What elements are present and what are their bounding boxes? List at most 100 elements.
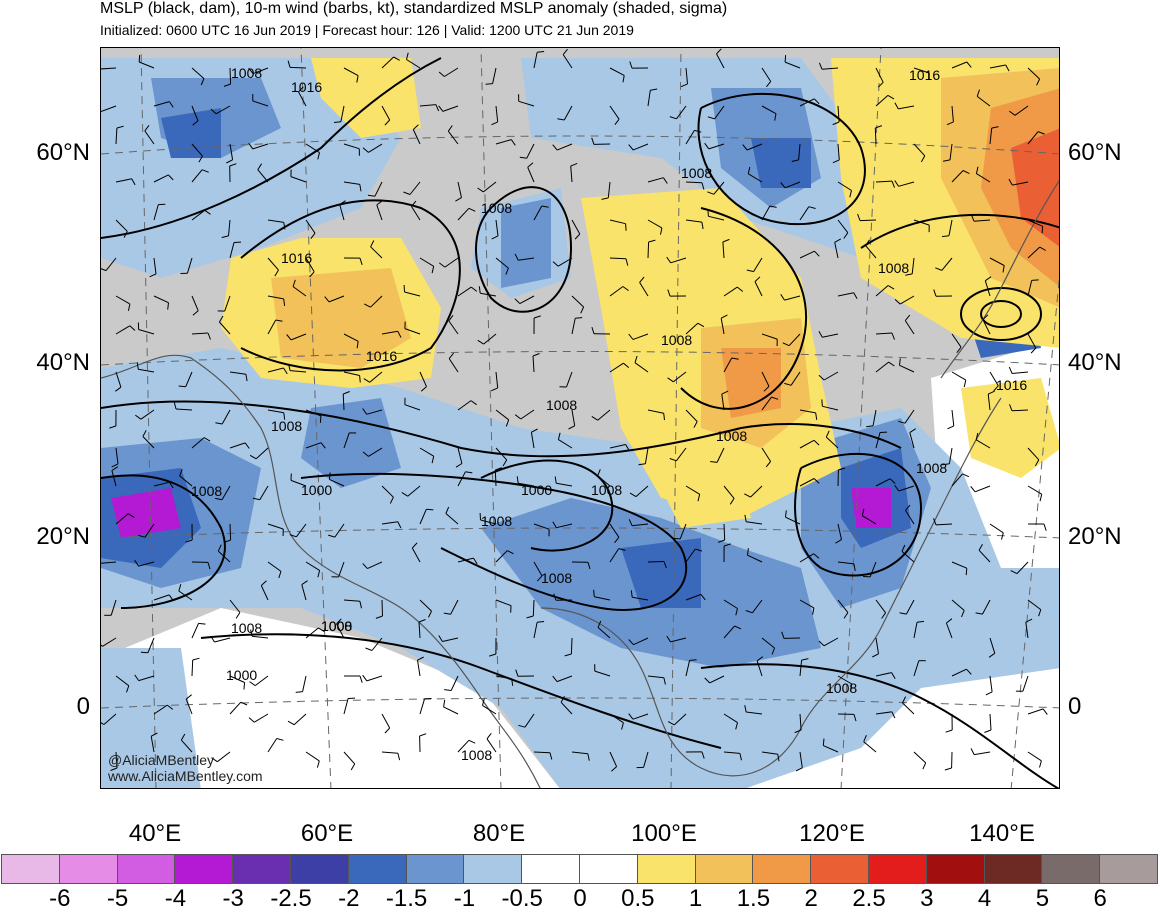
wind-barb xyxy=(374,181,383,197)
wind-barb xyxy=(267,738,278,753)
wind-barb-flag xyxy=(812,607,815,615)
wind-barb-flag xyxy=(109,425,117,429)
wind-barb-flag xyxy=(564,653,572,657)
wind-barb-flag xyxy=(482,698,485,706)
wind-barb xyxy=(708,215,725,221)
wind-barb xyxy=(557,257,573,267)
wind-barb-flag xyxy=(324,296,330,303)
wind-barb-flag xyxy=(455,197,462,202)
lat-line-60 xyxy=(101,135,1059,155)
isobar-label: 1008 xyxy=(916,460,947,476)
wind-barb-flag xyxy=(818,62,823,70)
wind-barb xyxy=(404,291,421,297)
wind-barb xyxy=(941,257,953,271)
wind-barb-flag xyxy=(240,701,248,706)
colorbar-label: 6 xyxy=(1093,885,1107,912)
wind-barb xyxy=(191,295,199,311)
wind-barb-flag xyxy=(473,557,478,565)
wind-barb xyxy=(609,444,626,449)
wind-barb-flag xyxy=(1038,609,1042,617)
wind-barb xyxy=(219,321,231,335)
wind-barb xyxy=(799,599,815,609)
wind-barb xyxy=(951,473,963,487)
wind-barb xyxy=(562,54,573,69)
wind-barb xyxy=(948,447,953,464)
wind-barb xyxy=(761,396,772,411)
wind-barb xyxy=(448,358,459,373)
wind-barb xyxy=(447,130,459,145)
wind-barb-flag xyxy=(784,55,787,63)
lon-line-120 xyxy=(840,48,882,788)
wind-barb xyxy=(115,447,119,464)
wind-barb xyxy=(951,333,962,348)
wind-barb xyxy=(723,713,738,724)
wind-barb xyxy=(913,622,918,639)
wind-barb xyxy=(714,105,725,120)
wind-barb xyxy=(520,409,535,420)
wind-barb-flag xyxy=(375,615,383,619)
wind-barb-flag xyxy=(365,647,373,651)
lat-label-right-40: 40°N xyxy=(1068,349,1122,376)
wind-barb xyxy=(1027,131,1039,145)
wind-barb xyxy=(153,204,159,221)
colorbar-label: -1.5 xyxy=(385,885,428,912)
wind-barb xyxy=(366,675,383,682)
wind-barb-flag xyxy=(794,729,802,734)
wind-barb xyxy=(404,328,421,335)
credit-website[interactable]: www.AliciaMBentley.com xyxy=(108,768,263,784)
russia-orange xyxy=(271,268,411,368)
wind-barb-flag xyxy=(298,86,304,93)
wind-barb xyxy=(756,660,763,677)
wind-barb-flag xyxy=(722,238,730,243)
wind-barb xyxy=(823,745,839,753)
wind-barb-flag xyxy=(961,610,965,618)
wind-barb xyxy=(252,100,269,107)
wind-barb xyxy=(913,219,930,226)
wind-barb xyxy=(343,371,360,376)
wind-barb xyxy=(101,67,117,70)
wind-barb-flag xyxy=(887,285,895,290)
wind-barb-flag xyxy=(720,314,728,319)
baltic-yellow xyxy=(311,58,421,138)
wind-barb-flag xyxy=(821,399,823,407)
wind-barb-flag xyxy=(575,317,583,319)
wind-barb-flag xyxy=(412,124,419,130)
wind-barb-flag xyxy=(149,273,157,278)
wind-barb xyxy=(103,713,117,725)
wind-barb-flag xyxy=(707,116,715,120)
wind-barb xyxy=(368,447,383,457)
colorbar-box-3 xyxy=(174,854,234,884)
wind-barb xyxy=(254,713,269,723)
wind-barb-flag xyxy=(339,200,346,206)
wind-barb xyxy=(533,561,543,577)
wind-barb-flag xyxy=(991,126,999,129)
wind-barb xyxy=(495,447,508,461)
wind-barb xyxy=(799,751,803,768)
wind-barb xyxy=(566,371,573,388)
wind-barb-flag xyxy=(942,235,950,238)
wind-barb-flag xyxy=(970,485,976,493)
wind-barb xyxy=(685,485,700,495)
wind-barb xyxy=(1027,708,1044,715)
wind-barb xyxy=(635,485,649,497)
wind-barb xyxy=(875,95,889,107)
wind-barb-flag xyxy=(1001,532,1004,540)
wind-barb-flag xyxy=(478,286,481,294)
wind-barb-flag xyxy=(557,118,565,121)
wind-barb-flag xyxy=(701,222,704,230)
colorbar-box-6 xyxy=(347,854,407,884)
colorbar-box-18 xyxy=(1041,854,1101,884)
wind-barb xyxy=(722,241,725,259)
wind-barb-flag xyxy=(956,346,962,354)
wind-barb-flag xyxy=(431,266,435,274)
wind-barb xyxy=(647,675,664,679)
wind-barb-flag xyxy=(553,593,557,601)
wind-barb-flag xyxy=(169,481,174,489)
wind-barb xyxy=(217,550,231,563)
wind-barb-flag xyxy=(744,705,747,713)
wind-barb xyxy=(229,523,232,541)
isobar-label: 1008 xyxy=(481,513,512,529)
wind-barb xyxy=(153,481,170,487)
isobar-label: 1008 xyxy=(321,618,352,634)
isobar-1008-west xyxy=(101,57,442,239)
